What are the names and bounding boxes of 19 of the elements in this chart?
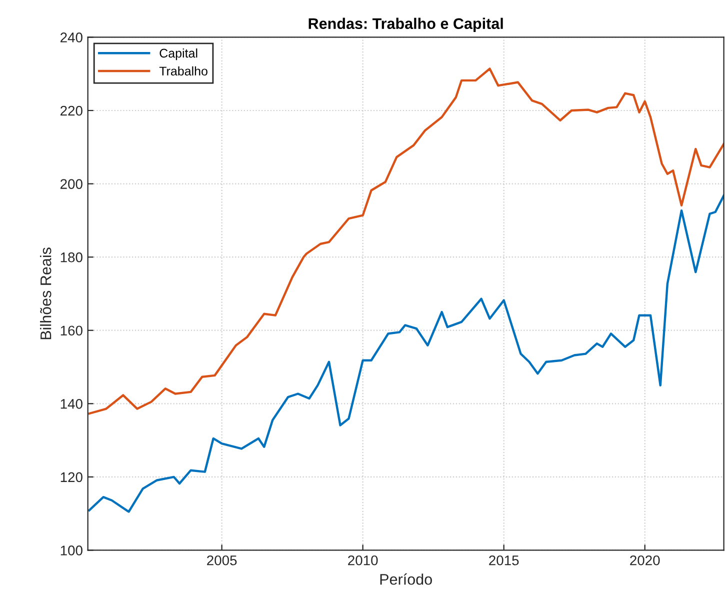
line-series [88,68,724,415]
y-tick-label: 140 [60,398,82,409]
y-tick-label: 120 [60,472,82,482]
x-tick-label: 2015 [489,555,519,566]
line-series [88,194,724,513]
legend-label: Trabalho [159,66,208,76]
y-tick-label: 160 [60,326,82,336]
x-tick-label: 2005 [207,555,237,566]
chart-title: Rendas: Trabalho e Capital [308,18,503,32]
y-axis-title: Bilhões Reais [40,248,52,340]
legend-label: Capital [160,48,198,60]
y-tick-label: 220 [60,106,82,116]
y-tick-label: 180 [60,252,82,262]
x-tick-label: 2010 [348,555,378,566]
y-tick-label: 100 [60,546,82,556]
y-tick-label: 240 [60,32,82,42]
x-axis-title: Período [380,573,432,585]
x-tick-label: 2020 [630,555,660,566]
y-tick-label: 200 [60,179,82,189]
